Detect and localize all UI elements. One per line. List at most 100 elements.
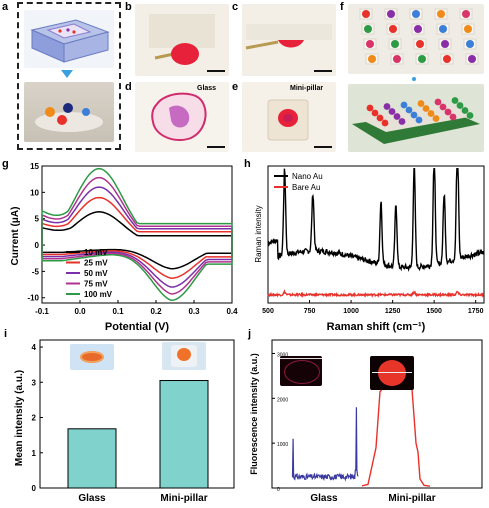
array-droplet: [437, 10, 445, 18]
y-tick-label: 0: [277, 487, 280, 493]
legend-label: Bare Au: [292, 183, 320, 192]
array-droplet: [441, 40, 449, 48]
fluorescence-chart: 0 1000 2000 3000 Glass Mini-pillar Fluoresce…: [249, 339, 483, 504]
array-droplet: [400, 101, 408, 109]
x-axis-label: Raman shift (cm⁻¹): [327, 321, 426, 333]
array-droplet: [368, 55, 376, 63]
spread-droplet-glass: [151, 92, 207, 141]
legend-label: 50 mV: [84, 269, 108, 278]
y-tick-label: 10: [30, 188, 39, 197]
device-droplets: [35, 103, 103, 132]
array-droplet: [427, 110, 435, 117]
panel-label-h: h: [244, 158, 251, 170]
panel-c: c: [232, 0, 338, 78]
y-tick-label: 4: [32, 343, 37, 352]
raman-series-Nano-Au: [267, 168, 485, 272]
legend-label: 10 mV: [84, 248, 108, 257]
raman-chart: 500 750 1000 1250 1500 1750 Nano Au Bare Au Ra…: [254, 165, 485, 333]
panel-label-i: i: [4, 328, 8, 340]
x-axis-label: Potential (V): [105, 321, 170, 333]
x-tick-label: 1500: [426, 308, 442, 315]
x-category-label: Mini-pillar: [388, 493, 435, 503]
array-droplet: [462, 10, 470, 18]
array-droplet: [366, 40, 374, 48]
array-droplet: [432, 115, 440, 122]
array-droplet: [449, 113, 457, 121]
legend-label: Nano Au: [292, 172, 323, 181]
panel-a: a: [0, 0, 124, 153]
panel-label-b: b: [125, 1, 132, 13]
plot-frame: [39, 339, 235, 489]
y-tick-label: 2: [32, 414, 37, 423]
array-droplet: [443, 55, 451, 63]
array-droplet: [398, 118, 406, 125]
array-droplet: [362, 10, 370, 18]
y-axis-label: Raman intensity: [254, 205, 263, 262]
inset-droplet-pillar: [162, 342, 206, 370]
scale-bar: [314, 70, 332, 72]
panel-f: f: [340, 0, 489, 154]
cv-curve-100-mV: [41, 167, 233, 302]
array-droplet: [383, 103, 391, 110]
y-tick-label: 1: [32, 449, 37, 458]
x-tick-label: 1250: [385, 308, 401, 315]
photo-b: [135, 4, 229, 76]
profile-glass: [291, 407, 359, 482]
inset-droplet-glass: [70, 344, 114, 370]
y-tick-label: 15: [30, 162, 39, 171]
plot-frame: [267, 165, 485, 304]
droplet-on-pillar: [267, 99, 309, 141]
plot-frame: [271, 339, 483, 489]
array-droplet: [439, 103, 447, 111]
inset-fluor-glass: [280, 356, 322, 386]
photo-f-top: [348, 4, 484, 74]
droplet-array-device: [352, 97, 480, 144]
mean-intensity-chart: 0 1 2 3 4 Glass Mini-pillar Mean intensity (a…: [14, 339, 235, 504]
legend-label: 100 mV: [84, 290, 113, 299]
panel-j: j 0 1000 2000 3000 Glass Mini-pillar Fluores…: [244, 326, 489, 504]
array-droplet: [387, 10, 395, 18]
array-droplet: [444, 108, 452, 116]
panel-a-dashed-frame: [17, 2, 121, 150]
array-droplet: [414, 25, 422, 33]
panel-label-a: a: [2, 1, 9, 13]
array-droplet: [381, 119, 389, 127]
x-tick-label: 0.0: [74, 307, 86, 316]
array-droplet: [434, 98, 442, 106]
device-render-illustration: [30, 19, 110, 63]
y-tick-label: -5: [32, 267, 40, 276]
cv-chart: -0.1 0.0 0.1 0.2 0.3 0.4 15 10 5 0 -5 -10 10 mV 25 m…: [10, 162, 238, 333]
legend-label: 75 mV: [84, 280, 108, 289]
array-droplet: [393, 113, 401, 120]
x-tick-label: 1000: [343, 308, 359, 315]
y-tick-label: 0: [35, 241, 40, 250]
array-droplet: [418, 55, 426, 63]
array-droplet: [405, 106, 413, 114]
panel-d: d Glass: [125, 80, 230, 154]
profile-mini-pillar: [361, 386, 431, 487]
array-droplet: [461, 107, 469, 114]
droplet-on-tweezers: [149, 14, 215, 65]
droplet-array-top: [359, 8, 479, 65]
array-droplet: [466, 112, 474, 119]
array-droplet: [410, 111, 418, 119]
inset-fluor-pillar: [370, 356, 414, 390]
array-droplet: [366, 104, 374, 112]
array-droplet: [391, 40, 399, 48]
panel-label-j: j: [248, 328, 252, 340]
down-arrow-icon: [61, 70, 73, 78]
y-tick-label: 3000: [277, 352, 288, 358]
caption-mini-pillar: Mini-pillar: [290, 85, 324, 92]
array-droplet: [464, 25, 472, 33]
x-tick-label: 0.3: [188, 307, 200, 316]
x-category-label: Mini-pillar: [160, 493, 207, 503]
bar-Glass: [67, 428, 117, 489]
x-category-label: Glass: [310, 493, 338, 503]
panel-i: i 0 1 2 3 4 Glass Mini-pillar Mean intensity …: [0, 326, 244, 504]
photo-c: [242, 4, 336, 76]
droplet-hanging: [245, 24, 332, 50]
array-droplet: [439, 25, 447, 33]
y-tick-label: 0: [32, 484, 37, 493]
y-axis-label: Fluorescence intensity (a.u.): [249, 353, 259, 475]
panel-g: g -0.1 0.0 0.1 0.2 0.3 0.4 15 10 5 0 -5 -10 10 mV 25…: [0, 156, 244, 336]
